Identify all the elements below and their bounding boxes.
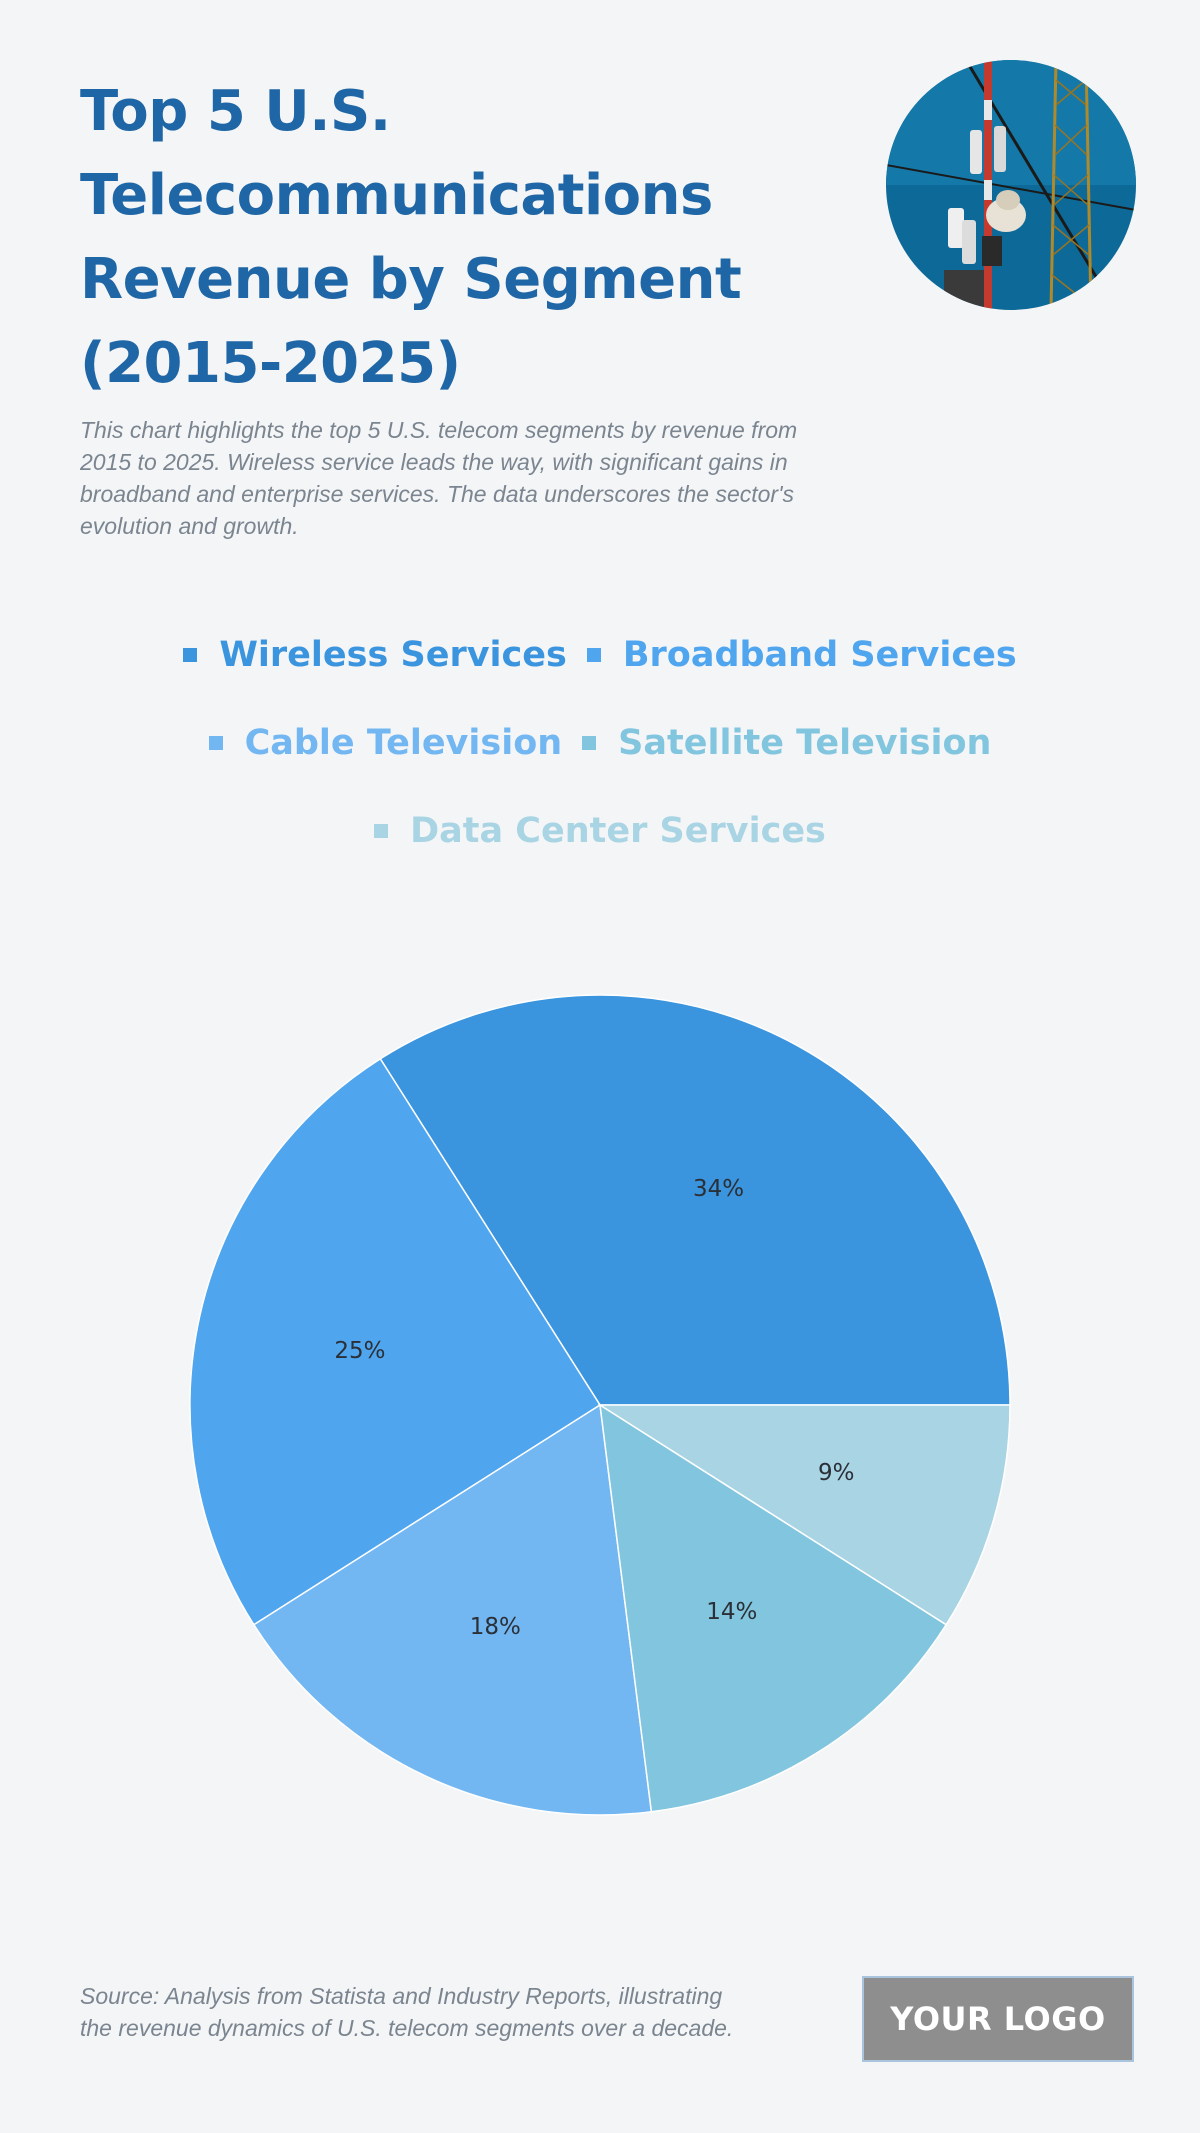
telecom-tower-illustration <box>886 60 1136 310</box>
chart-description: This chart highlights the top 5 U.S. tel… <box>80 417 798 539</box>
pie-slice-broadband-services <box>189 1057 602 1626</box>
pie-data-label-cable-television: 18% <box>470 1614 521 1640</box>
pie-slice-data-center-services <box>597 1404 1011 1626</box>
pie-data-label-satellite-television: 14% <box>706 1599 757 1625</box>
source-note: Source: Analysis from Statista and Indus… <box>80 1983 734 2041</box>
pie-data-label-wireless-services: 34% <box>693 1176 744 1202</box>
pie-slice-cable-television <box>252 1403 653 1816</box>
pie-chart: 34% 25% 18% 14% 9% <box>189 994 1011 1816</box>
pie-slice-wireless-services <box>379 994 1011 1406</box>
pie-slice-satellite-television <box>599 1403 948 1813</box>
legend-label: Satellite Television <box>618 723 992 763</box>
legend-item-data-center-services: Data Center Services <box>374 806 826 856</box>
legend-label: Cable Television <box>244 723 563 763</box>
legend-swatch <box>374 824 389 838</box>
pie-data-label-broadband-services: 25% <box>334 1338 385 1364</box>
legend-item-satellite-television: Satellite Television <box>582 718 991 768</box>
legend-item-broadband-services: Broadband Services <box>586 630 1017 680</box>
legend-item-cable-television: Cable Television <box>208 718 563 768</box>
telecom-tower-photo-icon <box>886 60 1136 310</box>
page-title: Top 5 U.S. Telecommunications Revenue by… <box>80 79 742 396</box>
legend-swatch <box>183 648 198 662</box>
legend-swatch <box>586 648 601 662</box>
legend-swatch <box>208 736 223 750</box>
legend-label: Wireless Services <box>219 635 567 675</box>
legend-label: Data Center Services <box>410 811 826 851</box>
legend-item-wireless-services: Wireless Services <box>183 630 567 680</box>
logo-placeholder: YOUR LOGO <box>862 1976 1134 2062</box>
pie-data-label-data-center-services: 9% <box>818 1460 855 1486</box>
chart-legend: Wireless Services Broadband Services Cab… <box>100 630 1100 856</box>
legend-label: Broadband Services <box>622 635 1017 675</box>
legend-swatch <box>582 736 597 750</box>
